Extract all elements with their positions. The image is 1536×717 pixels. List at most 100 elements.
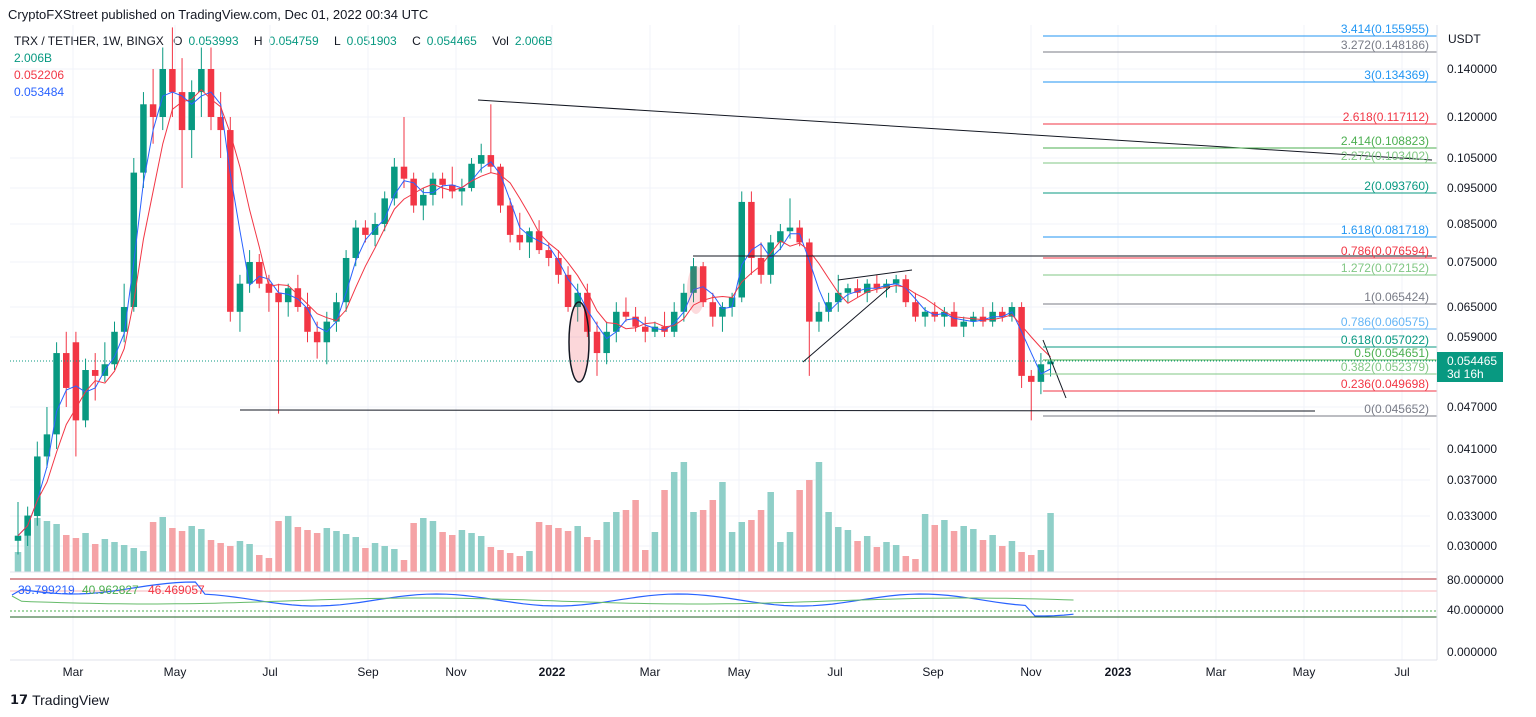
- time-tick-label: Jul: [262, 665, 277, 679]
- volume-bar: [767, 492, 774, 572]
- rsi-value-3: 46.469057: [148, 583, 205, 597]
- volume-bar: [410, 523, 417, 572]
- volume-bar: [217, 543, 224, 572]
- candle-body: [497, 166, 504, 206]
- legend-volume-line: 2.006B: [14, 51, 53, 65]
- volume-bar: [420, 518, 427, 572]
- currency-label: USDT: [1448, 32, 1481, 46]
- time-tick-label: Mar: [640, 665, 661, 679]
- volume-bar: [304, 530, 311, 572]
- candle-body: [14, 535, 22, 541]
- candle-body: [400, 166, 408, 179]
- volume-bar: [1047, 513, 1054, 572]
- candle-body: [873, 283, 881, 289]
- volume-bar: [111, 542, 118, 572]
- time-tick-label: Mar: [63, 665, 84, 679]
- candle-body: [902, 279, 910, 303]
- candle-body: [854, 288, 861, 293]
- volume-bar: [120, 545, 128, 572]
- time-tick-label: Sep: [922, 665, 944, 679]
- price-tick-label: 0.085000: [1447, 217, 1497, 231]
- candle-body: [564, 274, 572, 307]
- candle-body: [950, 311, 958, 327]
- price-tick-label: 0.059000: [1447, 330, 1497, 344]
- candle-body: [342, 257, 350, 303]
- volume-bar: [130, 548, 138, 572]
- volume-bar: [989, 535, 996, 572]
- candle-body: [381, 198, 388, 224]
- volume-label: Vol: [492, 34, 509, 48]
- volume-bar: [835, 527, 842, 572]
- volume-bar: [458, 530, 466, 572]
- candle-body: [574, 292, 581, 307]
- price-tick-label: 0.095000: [1447, 181, 1497, 195]
- rsi-tick-label: 0.000000: [1447, 645, 1497, 659]
- candle-body: [63, 353, 70, 388]
- symbol-label[interactable]: TRX / TETHER, 1W, BINGX: [14, 34, 164, 48]
- price-tick-label: 0.140000: [1447, 62, 1497, 76]
- candle-body: [149, 104, 157, 117]
- fib-level-label: 2.272(0.103402): [1341, 149, 1429, 163]
- volume-bar: [72, 538, 80, 572]
- volume-bar: [526, 551, 533, 572]
- volume-bar: [14, 552, 22, 572]
- fib-level-label: 1(0.065424): [1364, 290, 1429, 304]
- candle-body: [806, 242, 813, 322]
- volume-bar: [613, 512, 620, 572]
- volume-bar: [564, 531, 572, 572]
- candle-body: [931, 311, 938, 317]
- price-tick-label: 0.037000: [1447, 473, 1497, 487]
- time-tick-label: Jul: [1394, 665, 1409, 679]
- volume-bar: [555, 528, 562, 572]
- time-tick-label: Sep: [357, 665, 379, 679]
- trendline: [477, 99, 1433, 161]
- candle-body: [526, 231, 533, 243]
- volume-bar: [863, 536, 871, 572]
- last-price-value: 0.054465: [1447, 354, 1497, 368]
- candle-body: [632, 316, 639, 327]
- candle-body: [34, 456, 41, 516]
- footer[interactable]: 𝟭𝟳 TradingView: [10, 692, 109, 708]
- price-tick-label: 0.033000: [1447, 509, 1497, 523]
- volume-bar: [429, 521, 437, 572]
- volume-bar: [439, 532, 446, 572]
- candle-body: [294, 288, 302, 307]
- volume-bar: [757, 510, 765, 572]
- rsi-value-2: 40.962827: [82, 583, 139, 597]
- candle-body: [835, 292, 842, 303]
- candle-body: [825, 302, 832, 312]
- price-tick-label: 0.030000: [1447, 539, 1497, 553]
- fib-level-label: 2.414(0.108823): [1341, 134, 1429, 148]
- candle-body: [188, 92, 195, 131]
- volume-bar: [1018, 552, 1025, 572]
- candle-body: [391, 166, 398, 199]
- volume-bar: [786, 532, 794, 572]
- candle-body: [198, 69, 205, 93]
- candle-body: [757, 257, 765, 275]
- candle-body: [236, 283, 244, 312]
- trendline: [1042, 339, 1067, 399]
- candle-body: [555, 257, 562, 275]
- volume-bar: [670, 472, 678, 572]
- volume-bar: [883, 542, 890, 572]
- candle-body: [82, 370, 89, 421]
- volume-bar: [140, 551, 147, 572]
- volume-bar: [169, 528, 176, 572]
- candle-body: [738, 201, 745, 298]
- volume-bar: [545, 525, 552, 572]
- candle-body: [227, 130, 234, 312]
- volume-bar: [902, 556, 910, 572]
- volume-bar: [313, 533, 321, 572]
- candle-body: [960, 321, 967, 327]
- candle-body: [680, 292, 688, 312]
- axes: USDT 0.140000 0.120000 0.105000 0.095000 0.08…: [10, 25, 1504, 679]
- candle-body: [429, 178, 437, 195]
- volume-bar: [1008, 541, 1016, 572]
- volume-bar: [912, 559, 919, 572]
- volume-bar: [584, 537, 591, 572]
- volume-bar: [999, 546, 1006, 572]
- volume-bar: [921, 514, 929, 572]
- time-tick-label: 2022: [539, 665, 566, 679]
- moving-averages: [17, 88, 1051, 537]
